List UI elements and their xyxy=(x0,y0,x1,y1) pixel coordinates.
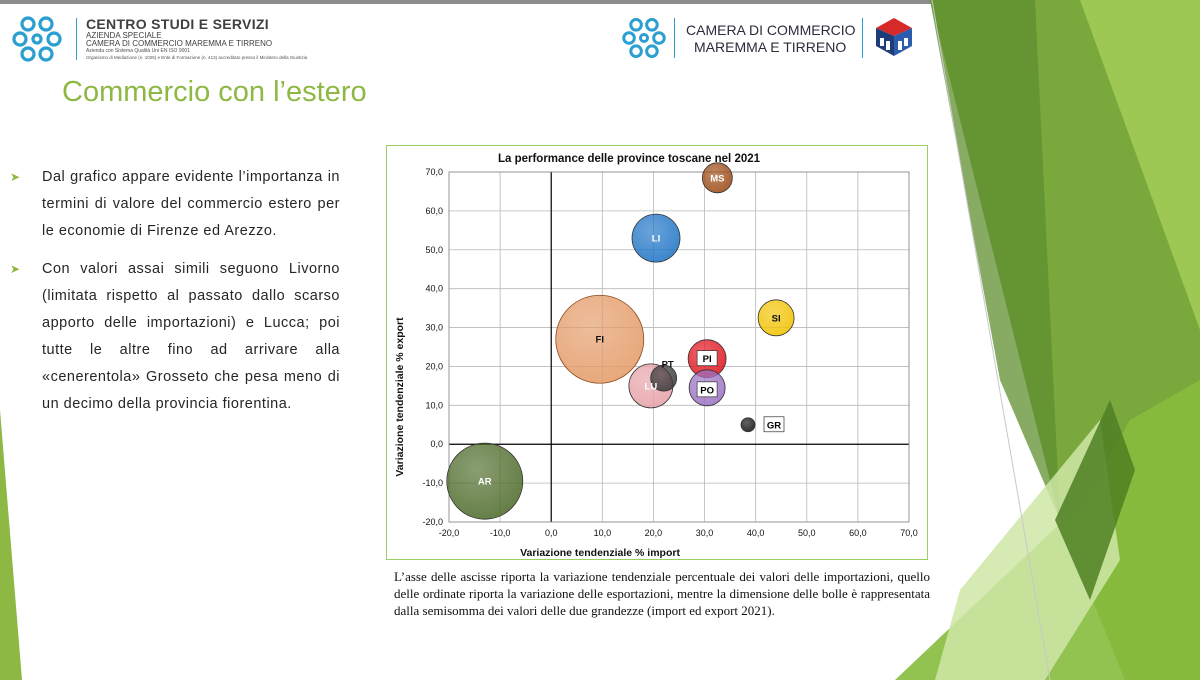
x-tick-label: -20,0 xyxy=(439,528,460,538)
x-tick-label: 0,0 xyxy=(545,528,558,538)
y-tick-label: 10,0 xyxy=(425,400,443,410)
chart-axes: -20,0 -10,0 0,0 10,0 20,0 30,0 40,0 50,0 60,0 70,… xyxy=(422,167,917,538)
logo-title: CENTRO STUDI E SERVIZI xyxy=(86,16,269,32)
logo-swirl-icon xyxy=(622,18,666,58)
chart-bubbles: AR FI LI MS SI PI PO LU PT GR xyxy=(446,162,795,520)
x-tick-label: 60,0 xyxy=(849,528,867,538)
bullet-text: Dal grafico appare evidente l’importanza… xyxy=(42,169,340,239)
chart-title: La performance delle province toscane ne… xyxy=(498,153,761,165)
logo-divider-2 xyxy=(862,18,863,58)
x-tick-label: 50,0 xyxy=(798,528,816,538)
y-tick-label: 50,0 xyxy=(425,245,443,255)
y-tick-label: 20,0 xyxy=(425,361,443,371)
bubble-chart: La performance delle province toscane ne… xyxy=(386,145,928,560)
deco-left-sliver xyxy=(0,410,22,680)
logo-subtitle: AZIENDA SPECIALE xyxy=(86,31,162,40)
logo-subtitle-2: CAMERA DI COMMERCIO MAREMMA E TIRRENO xyxy=(86,39,273,48)
bubble-label: FI xyxy=(596,335,604,346)
x-tick-label: 40,0 xyxy=(747,528,765,538)
top-border xyxy=(0,0,1200,4)
bubble-label: AR xyxy=(478,477,492,488)
bullet-item: ➤ Dal grafico appare evidente l’importan… xyxy=(6,164,340,245)
bullet-arrow-icon: ➤ xyxy=(10,262,21,276)
bubble-label: LI xyxy=(652,234,660,245)
bubble-li xyxy=(631,213,681,263)
logo-line-2: MAREMMA E TIRRENO xyxy=(694,39,847,55)
centro-studi-logo: CENTRO STUDI E SERVIZI AZIENDA SPECIALE … xyxy=(12,14,322,64)
bubble-label-box xyxy=(696,350,718,367)
y-tick-label: -10,0 xyxy=(422,478,443,488)
camera-commercio-logo: CAMERA DI COMMERCIO MAREMMA E TIRRENO xyxy=(622,14,922,64)
y-tick-label: 70,0 xyxy=(425,167,443,177)
bubble-label: PO xyxy=(700,385,714,396)
y-tick-label: 40,0 xyxy=(425,284,443,294)
x-tick-label: 20,0 xyxy=(645,528,663,538)
bullet-list: ➤ Dal grafico appare evidente l’importan… xyxy=(6,164,340,429)
bubble-fi xyxy=(555,294,645,384)
logo-divider xyxy=(76,18,77,60)
plot-area-border xyxy=(448,171,910,523)
bubble-label: GR xyxy=(767,420,781,431)
bullet-item: ➤ Con valori assai simili seguono Livorn… xyxy=(6,256,340,418)
deco-line xyxy=(931,0,1051,680)
logo-divider xyxy=(674,18,675,58)
page-title: Commercio con l’estero xyxy=(62,76,367,108)
y-tick-label: 30,0 xyxy=(425,323,443,333)
bubble-label-box xyxy=(763,416,785,433)
bubble-label: MS xyxy=(710,173,724,184)
bubble-ms xyxy=(701,162,733,194)
bubble-si xyxy=(757,299,795,337)
bubble-ar xyxy=(446,442,524,520)
logo-line-1: CAMERA DI COMMERCIO xyxy=(686,22,856,38)
y-tick-label: -20,0 xyxy=(422,517,443,527)
bubble-label: PI xyxy=(703,354,712,365)
logo-small-print: Azienda con Sistema Qualità Uni EN ISO 9… xyxy=(86,48,190,54)
y-tick-label: 0,0 xyxy=(430,439,443,449)
tower-emblem-icon xyxy=(876,18,912,56)
x-axis-label: Variazione tendenziale % import xyxy=(520,547,680,559)
bubble-pt xyxy=(650,364,678,392)
x-tick-label: 30,0 xyxy=(696,528,714,538)
bullet-arrow-icon: ➤ xyxy=(10,170,21,184)
deco-shape-mid xyxy=(930,0,1060,520)
chart-svg: La performance delle province toscane ne… xyxy=(394,153,918,559)
x-tick-label: -10,0 xyxy=(490,528,511,538)
x-tick-label: 10,0 xyxy=(594,528,612,538)
y-tick-label: 60,0 xyxy=(425,206,443,216)
logo-swirl-icon xyxy=(12,16,62,62)
deco-shape-deep xyxy=(1055,400,1135,600)
chart-caption: L’asse delle ascisse riporta la variazio… xyxy=(394,569,930,618)
bubble-label-box xyxy=(696,381,718,398)
y-axis-label: Variazione tendenziale % export xyxy=(394,317,406,477)
deco-shape-light xyxy=(1080,0,1200,330)
logo-small-print-2: Organismo di Mediazione (n. 1025) e Ente… xyxy=(86,55,308,60)
bubble-gr xyxy=(740,417,756,433)
bullet-text: Con valori assai simili seguono Livorno … xyxy=(42,261,340,412)
x-tick-label: 70,0 xyxy=(900,528,918,538)
bubble-label: SI xyxy=(772,313,781,324)
bubble-label: PT xyxy=(662,360,674,371)
bubble-label: LU xyxy=(645,381,658,392)
